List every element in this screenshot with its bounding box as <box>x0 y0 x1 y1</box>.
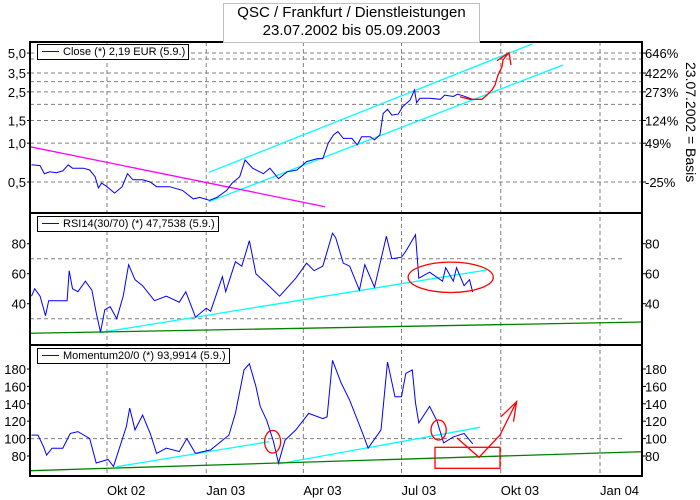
x-tick-label: Jan 04 <box>600 483 639 498</box>
x-tick-label: Okt 03 <box>501 483 539 498</box>
y-tick-label: 180 <box>4 362 26 377</box>
channel-lower-line <box>208 64 564 203</box>
right-tick-label: 100 <box>645 432 667 447</box>
y-tick-label: 60 <box>12 267 26 282</box>
panel-frame-momentum <box>29 344 643 477</box>
chart-title: QSC / Frankfurt / Dienstleistungen 23.07… <box>223 3 480 43</box>
right-tick-label: 49% <box>645 136 671 151</box>
y-tick-label: 0,5 <box>8 175 26 190</box>
right-tick-label: 160 <box>645 379 667 394</box>
right-tick-label: 60 <box>645 267 659 282</box>
legend-momentum: Momentum20/0 (*) 93,9914 (5.9.) <box>37 348 230 364</box>
x-tick-label: Okt 02 <box>107 483 145 498</box>
annotation-marks <box>263 51 518 469</box>
momentum-highlight-circle <box>263 429 282 454</box>
x-tick-label: Apr 03 <box>303 483 341 498</box>
y-tick-label: 80 <box>12 237 26 252</box>
rsi-support-line <box>31 321 641 334</box>
projection-arrow <box>459 52 510 100</box>
y-tick-label: 160 <box>4 379 26 394</box>
rsi-highlight-ellipse <box>407 261 494 294</box>
right-tick-label: 120 <box>645 414 667 429</box>
legend-swatch <box>42 354 59 356</box>
downtrend-line <box>31 146 326 208</box>
chart-title-line2: 23.07.2002 bis 05.09.2003 <box>262 22 441 39</box>
y-tick-label: 140 <box>4 397 26 412</box>
y-tick-label: 1,0 <box>8 136 26 151</box>
grid <box>30 42 642 476</box>
rsi-trendline <box>99 269 487 334</box>
series-line-momentum <box>31 360 474 468</box>
y-tick-label: 40 <box>12 297 26 312</box>
y-tick-label: 80 <box>12 449 26 464</box>
right-tick-label: 646% <box>645 46 679 61</box>
series-line-rsi <box>31 232 474 333</box>
right-tick-label: 40 <box>645 297 659 312</box>
x-tick-label: Jul 03 <box>402 483 437 498</box>
y-tick-label: 100 <box>4 432 26 447</box>
panel-frame-rsi <box>29 212 643 346</box>
series-layer <box>31 88 474 468</box>
legend-momentum-label: Momentum20/0 (*) 93,9914 (5.9.) <box>63 350 226 362</box>
series-line-close <box>31 88 473 201</box>
y-tick-label: 120 <box>4 414 26 429</box>
x-tick-label: Jan 03 <box>206 483 245 498</box>
legend-swatch <box>42 50 59 52</box>
right-tick-label: 140 <box>645 397 667 412</box>
trendlines <box>31 43 641 472</box>
momentum-projection-arrow <box>456 401 518 459</box>
legend-rsi: RSI14(30/70) (*) 47,7538 (5.9.) <box>37 216 219 232</box>
y-tick-label: 3,5 <box>8 66 26 81</box>
legend-swatch <box>42 222 59 224</box>
right-tick-label: -25% <box>645 175 676 190</box>
right-tick-label: 180 <box>645 362 667 377</box>
right-tick-label: 80 <box>645 449 659 464</box>
legend-rsi-label: RSI14(30/70) (*) 47,7538 (5.9.) <box>63 218 215 230</box>
arrowhead-icon <box>500 399 518 422</box>
right-tick-label: 422% <box>645 66 679 81</box>
axis-labels: Okt 02 Jan 03 Apr 03 Jul 03 Okt 03 Jan 04 5,0 3… <box>4 46 678 498</box>
momentum-highlight-circle <box>430 419 447 441</box>
chart-title-line1: QSC / Frankfurt / Dienstleistungen <box>237 4 466 21</box>
right-tick-label: 124% <box>645 113 679 128</box>
right-tick-label: 273% <box>645 85 679 100</box>
momentum-support-line <box>31 451 641 472</box>
right-axis-title: 23.07.2002 = Basis <box>683 62 699 183</box>
y-tick-label: 5,0 <box>8 46 26 61</box>
y-tick-label: 2,5 <box>8 85 26 100</box>
legend-close-label: Close (*) 2,19 EUR (5.9.) <box>63 46 186 58</box>
channel-upper-line <box>208 43 533 173</box>
legend-close: Close (*) 2,19 EUR (5.9.) <box>37 44 190 60</box>
arrowhead-icon <box>496 51 512 66</box>
right-tick-label: 80 <box>645 237 659 252</box>
y-tick-label: 1,5 <box>8 113 26 128</box>
momentum-trendline-1 <box>116 441 270 468</box>
